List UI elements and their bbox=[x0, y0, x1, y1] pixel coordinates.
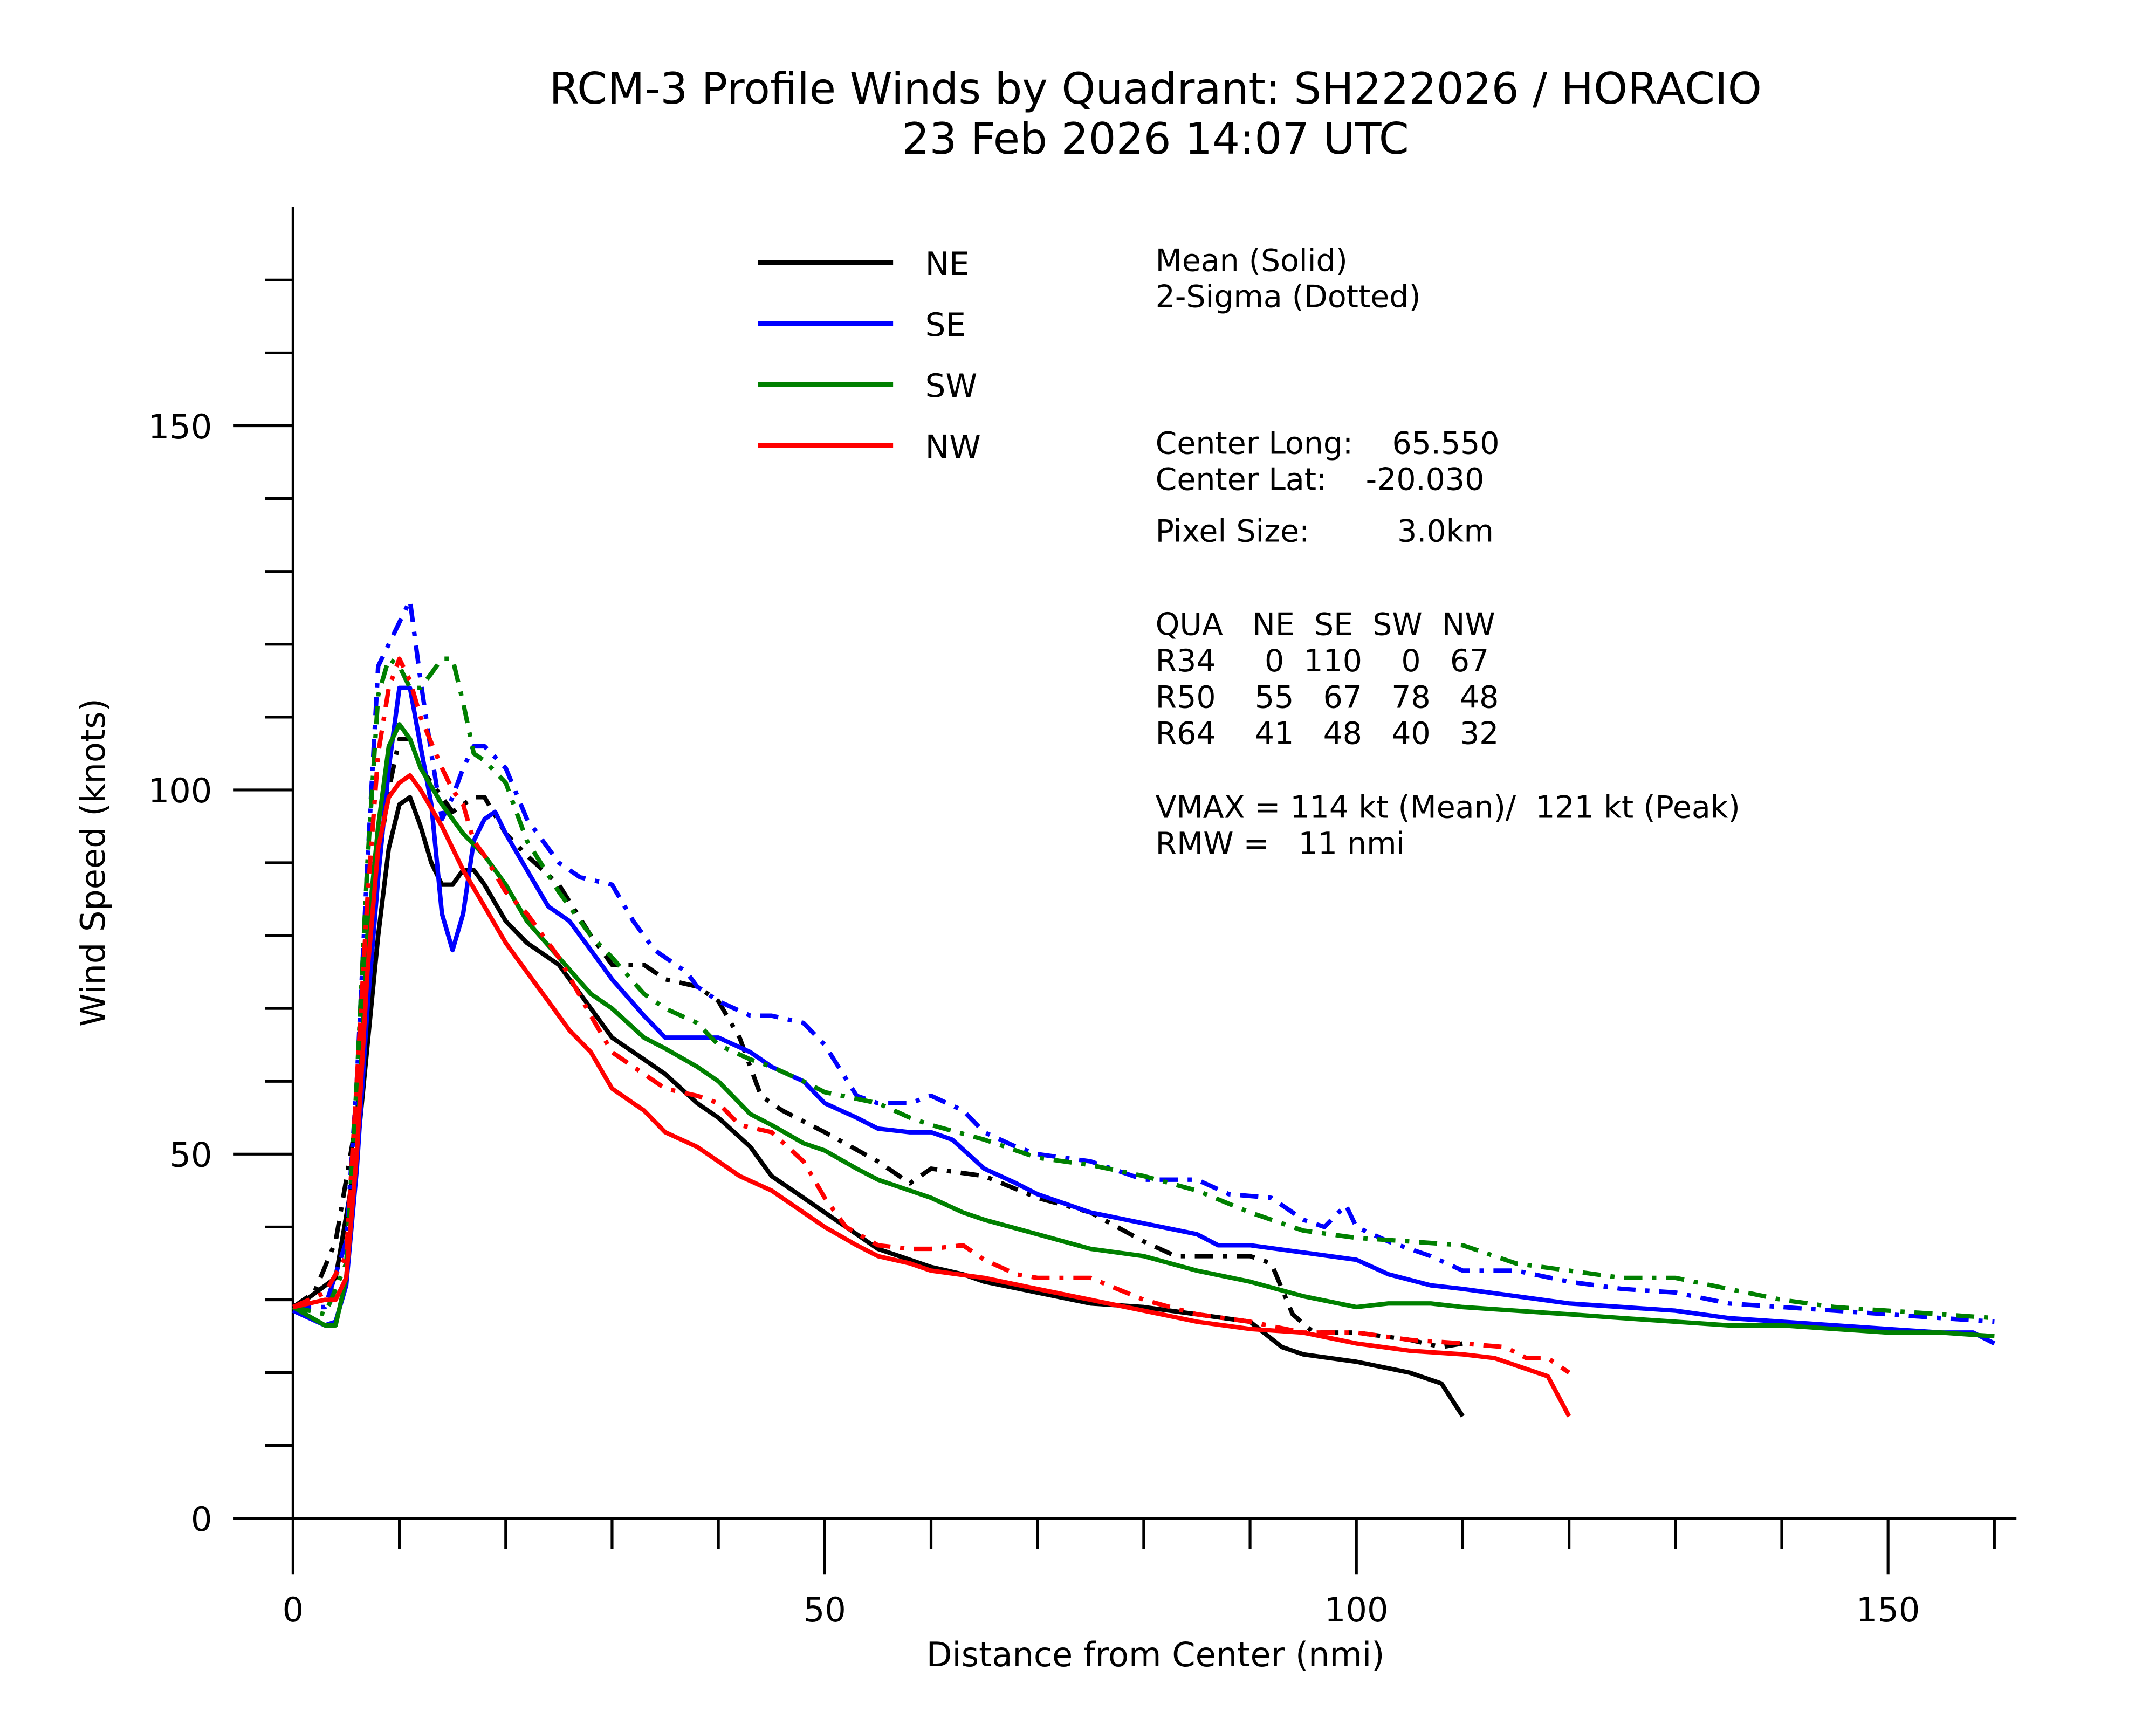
radii-r50: R50 55 67 78 48 bbox=[1156, 679, 1499, 715]
radii-r34: R34 0 110 0 67 bbox=[1156, 643, 1489, 679]
axes: 0 50 100 150 0 50 100 150 bbox=[148, 207, 2017, 1630]
legend-label-sw: SW bbox=[925, 368, 978, 405]
pixel-size: Pixel Size: 3.0km bbox=[1156, 513, 1494, 549]
series-nw-mean-line bbox=[292, 773, 1571, 1418]
series-se-sigma-line bbox=[293, 598, 1995, 1324]
legend-label-se: SE bbox=[925, 307, 966, 344]
chart-title: RCM-3 Profile Winds by Quadrant: SH22202… bbox=[549, 64, 1761, 114]
info-panel: Mean (Solid) 2-Sigma (Dotted) Center Lon… bbox=[1156, 243, 1740, 862]
legend-label-ne: NE bbox=[925, 246, 970, 283]
legend: NE SE SW NW bbox=[758, 246, 981, 466]
series-se-mean-line bbox=[292, 685, 1996, 1346]
radii-r64: R64 41 48 40 32 bbox=[1156, 716, 1499, 752]
x-tick-label: 150 bbox=[1856, 1590, 1920, 1630]
x-axis-label: Distance from Center (nmi) bbox=[926, 1635, 1385, 1674]
series-nw-sigma-line bbox=[292, 656, 1570, 1374]
y-tick-label: 0 bbox=[191, 1500, 212, 1539]
rmw: RMW = 11 nmi bbox=[1156, 826, 1405, 862]
y-axis-label: Wind Speed (knots) bbox=[73, 698, 113, 1027]
legend-label-nw: NW bbox=[925, 429, 981, 466]
y-tick-label: 150 bbox=[148, 407, 212, 446]
chart-subtitle: 23 Feb 2026 14:07 UTC bbox=[902, 114, 1409, 164]
series-sw-mean-line bbox=[292, 722, 1995, 1339]
x-tick-label: 100 bbox=[1324, 1590, 1389, 1630]
center-lat: Center Lat: -20.030 bbox=[1156, 462, 1485, 498]
series-lines bbox=[291, 598, 1996, 1418]
y-tick-label: 100 bbox=[148, 771, 212, 810]
legend-note-mean: Mean (Solid) bbox=[1156, 243, 1348, 278]
x-tick-label: 0 bbox=[283, 1590, 304, 1630]
legend-note-sigma: 2-Sigma (Dotted) bbox=[1156, 279, 1421, 315]
vmax: VMAX = 114 kt (Mean)/ 121 kt (Peak) bbox=[1156, 790, 1740, 826]
radii-table-header: QUA NE SE SW NW bbox=[1156, 607, 1495, 643]
series-ne-mean-line bbox=[291, 795, 1465, 1418]
x-tick-label: 50 bbox=[804, 1590, 846, 1630]
y-tick-label: 50 bbox=[169, 1136, 212, 1175]
series-sw-sigma-line bbox=[292, 656, 1995, 1321]
center-long: Center Long: 65.550 bbox=[1156, 425, 1500, 461]
